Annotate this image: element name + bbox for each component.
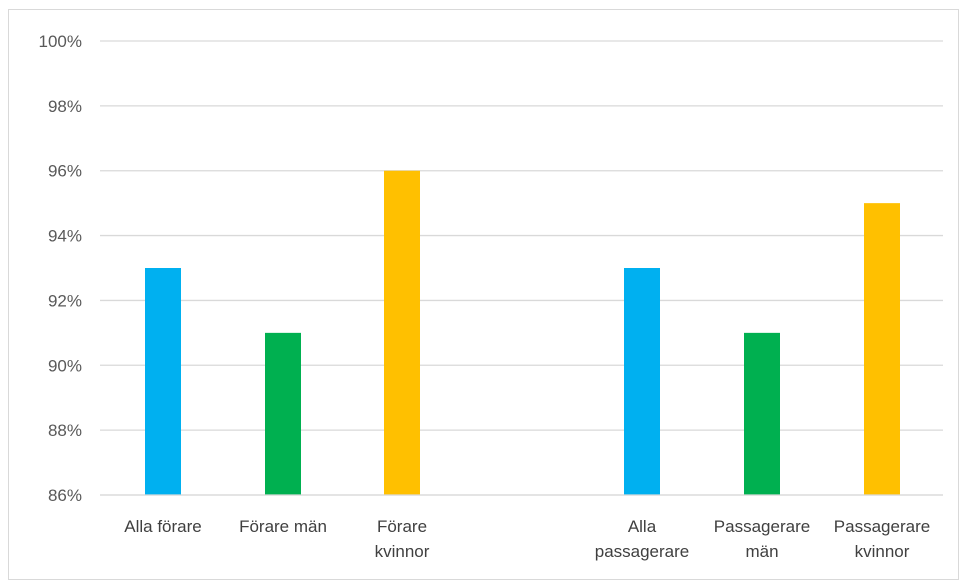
x-category-label: passagerare	[595, 542, 690, 561]
bar	[145, 268, 181, 495]
bar	[384, 170, 420, 495]
y-tick-label: 94%	[48, 227, 82, 246]
y-tick-label: 100%	[39, 32, 82, 51]
y-tick-label: 88%	[48, 421, 82, 440]
y-tick-label: 98%	[48, 97, 82, 116]
x-category-label: Passagerare	[714, 517, 810, 536]
bar	[265, 332, 301, 495]
bar	[624, 268, 660, 495]
x-category-label: män	[745, 542, 778, 561]
x-category-label: Passagerare	[834, 517, 930, 536]
x-category-label: kvinnor	[855, 542, 910, 561]
y-tick-label: 92%	[48, 291, 82, 310]
bar	[744, 332, 780, 495]
y-tick-label: 86%	[48, 486, 82, 505]
x-category-label: Förare	[377, 517, 427, 536]
x-category-label: Alla	[628, 517, 657, 536]
bar	[864, 203, 900, 495]
x-category-label: kvinnor	[375, 542, 430, 561]
y-tick-label: 96%	[48, 162, 82, 181]
x-category-label: Förare män	[239, 517, 327, 536]
x-category-label: Alla förare	[124, 517, 201, 536]
y-tick-label: 90%	[48, 356, 82, 375]
